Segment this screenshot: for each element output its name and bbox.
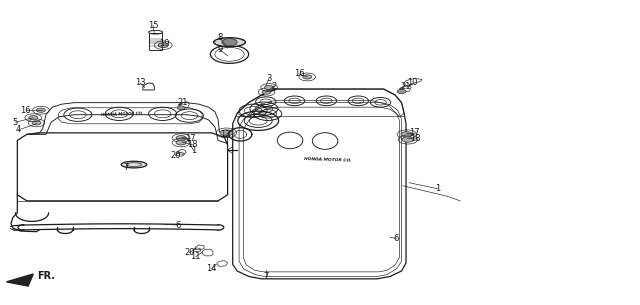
Text: 2: 2 [271,81,276,91]
Circle shape [158,43,168,48]
Circle shape [397,89,406,94]
Text: 5: 5 [13,118,18,127]
Text: 3: 3 [266,74,272,83]
Text: 1: 1 [435,184,440,193]
Ellipse shape [121,161,147,168]
Circle shape [222,38,237,46]
Circle shape [401,132,412,137]
Text: 7: 7 [123,163,129,172]
Circle shape [264,85,273,90]
Text: 8: 8 [217,33,223,42]
Ellipse shape [214,38,246,47]
Text: 9: 9 [218,45,223,54]
Text: 13: 13 [135,78,146,88]
Text: 14: 14 [207,264,217,273]
Text: 1: 1 [191,146,196,156]
Circle shape [262,90,271,94]
Text: HONDA MOTOR CO.: HONDA MOTOR CO. [304,157,351,163]
Text: 18: 18 [410,135,421,143]
Text: FR.: FR. [37,271,55,282]
Text: 7: 7 [263,272,269,281]
Circle shape [176,136,186,140]
Circle shape [303,75,312,79]
Text: 21: 21 [178,98,188,107]
Text: 15: 15 [148,21,158,30]
Text: 4: 4 [16,125,21,134]
Text: 6: 6 [394,234,399,243]
Text: 17: 17 [185,135,195,143]
Text: 10: 10 [407,78,418,88]
Text: 20: 20 [170,151,180,160]
Text: 6: 6 [175,221,180,230]
Text: 19: 19 [159,39,169,48]
Circle shape [29,116,38,120]
Text: 16: 16 [294,70,304,78]
Text: 18: 18 [188,140,198,149]
Text: 20: 20 [184,248,195,257]
Polygon shape [6,274,33,286]
Text: 17: 17 [409,128,420,137]
Text: 21: 21 [401,81,412,91]
Circle shape [176,140,186,145]
Circle shape [32,121,41,125]
Text: 11: 11 [191,252,201,261]
Text: 16: 16 [20,106,31,115]
Circle shape [36,108,45,112]
Text: 12: 12 [220,130,231,139]
Text: HONDA MOTOR CO.: HONDA MOTOR CO. [101,112,143,117]
Circle shape [177,106,185,109]
Circle shape [402,137,413,142]
Circle shape [220,130,233,136]
